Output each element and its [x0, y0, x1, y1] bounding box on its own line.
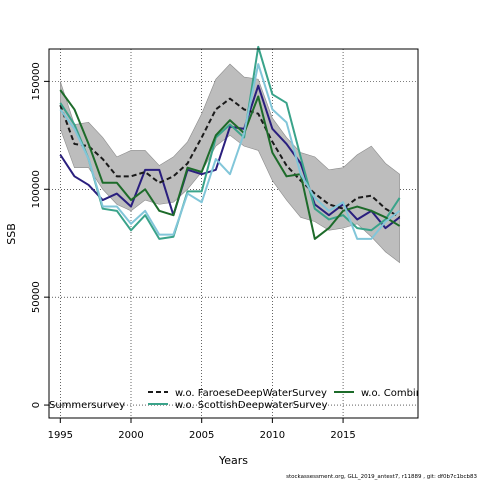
x-tick-label: 2015: [330, 430, 355, 441]
y-axis-ticks: 0 50000 100000 150000: [31, 62, 49, 408]
footer-note: stockassessment.org, GLL_2019_antest7, r…: [286, 474, 477, 480]
legend-label: w.o. ScottishDeepwaterSurvey: [175, 400, 328, 411]
legend: w.o. FaroeseDeepWaterSurvey w.o. Combin Su…: [49, 388, 422, 411]
y-axis-label: SSB: [5, 223, 18, 245]
x-axis-label: Years: [218, 454, 248, 467]
series-line-5: [59, 63, 401, 240]
legend-label: w.o. FaroeseDeepWaterSurvey: [175, 388, 327, 399]
x-tick-label: 1995: [48, 430, 73, 441]
series-line-2: [59, 97, 401, 219]
x-tick-label: 2010: [260, 430, 285, 441]
legend-label: w.o. Combin: [361, 388, 422, 399]
x-tick-label: 2000: [118, 430, 143, 441]
series-line-4: [59, 89, 401, 240]
y-tick-label: 50000: [31, 281, 42, 313]
x-axis-ticks: 1995 2000 2005 2010 2015: [48, 418, 356, 441]
series-lines: [59, 45, 401, 240]
plot-frame: [48, 48, 419, 419]
series-line-3: [59, 45, 401, 240]
y-tick-label: 100000: [31, 170, 42, 208]
y-tick-label: 0: [31, 402, 42, 408]
confidence-band: [60, 63, 400, 264]
legend-label: Summersurvey: [49, 400, 125, 411]
x-tick-label: 2005: [189, 430, 214, 441]
y-tick-label: 150000: [31, 62, 42, 100]
